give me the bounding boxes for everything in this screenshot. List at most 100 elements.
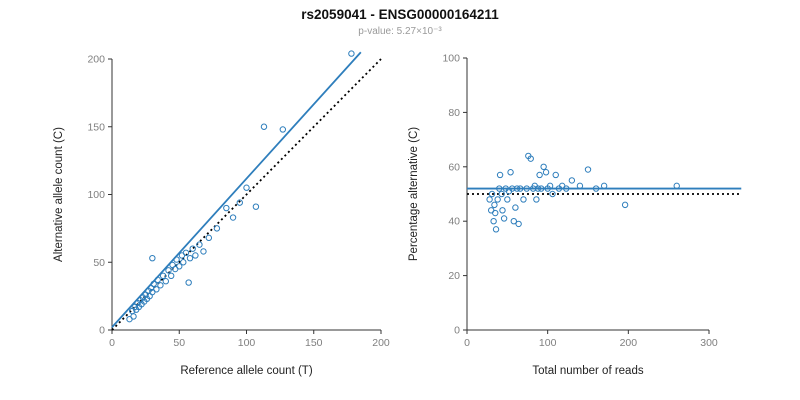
data-point <box>513 185 521 192</box>
x-tick-label: 200 <box>620 337 638 349</box>
data-point <box>149 254 156 262</box>
data-point <box>584 166 592 173</box>
data-point <box>520 196 527 203</box>
y-tick-label: 60 <box>448 161 460 173</box>
data-point <box>504 196 511 203</box>
y-tick-label: 0 <box>99 325 105 337</box>
data-point <box>523 185 530 192</box>
data-point <box>552 171 559 179</box>
data-point <box>517 185 524 192</box>
data-point <box>538 185 545 192</box>
y-axis-label: Percentage alternative (C) <box>408 127 420 261</box>
data-point <box>150 280 157 288</box>
x-tick-label: 300 <box>700 337 718 349</box>
data-point <box>486 196 493 203</box>
data-point <box>213 225 221 232</box>
x-tick-label: 0 <box>109 337 115 349</box>
data-point <box>500 215 508 222</box>
data-point <box>192 252 199 259</box>
data-point <box>673 182 680 190</box>
data-point <box>527 155 534 162</box>
data-point <box>496 185 503 192</box>
data-point <box>549 190 556 198</box>
data-point <box>236 199 243 206</box>
data-point <box>534 185 542 192</box>
data-point <box>512 204 519 211</box>
data-point <box>491 201 498 209</box>
data-point <box>498 190 505 198</box>
data-point <box>496 171 504 179</box>
y-tick-label: 100 <box>442 53 460 65</box>
x-tick-label: 100 <box>539 337 557 349</box>
data-point <box>507 169 514 176</box>
x-axis-label: Total number of reads <box>532 365 643 377</box>
data-point <box>157 282 164 289</box>
y-tick-label: 80 <box>448 107 460 119</box>
data-point <box>515 220 522 228</box>
y-tick-label: 20 <box>448 270 460 282</box>
data-point <box>196 241 203 248</box>
data-point <box>536 171 543 179</box>
data-point <box>533 196 540 203</box>
data-point <box>173 256 180 263</box>
data-point <box>540 163 547 171</box>
data-point <box>205 234 213 242</box>
data-point <box>162 278 170 285</box>
identity-line <box>111 58 382 331</box>
data-point <box>600 182 608 190</box>
data-point <box>490 218 497 225</box>
data-point <box>488 190 496 198</box>
data-point <box>165 267 172 274</box>
left-scatter-plot: 0 50 100 150 200 0 50 100 150 200 Reference allele… <box>53 50 390 377</box>
data-point <box>576 182 584 190</box>
y-tick-label: 100 <box>87 189 105 201</box>
x-tick-label: 100 <box>238 337 256 349</box>
data-point <box>279 126 287 133</box>
y-tick-label: 200 <box>87 54 105 66</box>
data-point <box>499 207 506 214</box>
data-point <box>154 276 161 284</box>
data-point <box>243 184 250 191</box>
data-point <box>563 185 570 192</box>
data-point <box>185 279 192 286</box>
data-point <box>546 182 554 190</box>
data-point <box>159 272 167 279</box>
data-point <box>510 218 517 225</box>
data-point <box>260 123 268 130</box>
y-tick-label: 50 <box>93 257 105 269</box>
data-point <box>508 185 516 192</box>
y-tick-label: 40 <box>448 216 460 228</box>
data-point <box>130 313 137 320</box>
data-point <box>189 245 196 252</box>
data-point <box>492 226 500 233</box>
data-point <box>200 248 207 255</box>
figure-title: rs2059041 - ENSG00000164211 <box>301 7 499 22</box>
x-tick-label: 200 <box>372 337 390 349</box>
data-point <box>180 259 187 266</box>
data-point <box>229 214 237 221</box>
data-point <box>167 272 175 279</box>
y-tick-label: 150 <box>87 121 105 133</box>
y-tick-label: 0 <box>454 325 460 337</box>
data-point <box>592 185 600 192</box>
data-point <box>153 286 160 293</box>
figure-subtitle: p-value: 5.27×10⁻³ <box>358 26 442 37</box>
right-scatter-plot: 0 100 200 300 0 20 40 60 80 100 Total number of re… <box>408 53 742 377</box>
data-point <box>542 169 550 176</box>
data-point <box>223 204 230 212</box>
data-point <box>492 209 499 217</box>
data-point <box>348 50 355 57</box>
data-point <box>186 254 194 262</box>
x-tick-label: 0 <box>464 337 470 349</box>
x-axis-label: Reference allele count (T) <box>180 365 312 377</box>
data-point <box>252 203 260 210</box>
data-point <box>182 249 190 256</box>
data-point <box>621 201 629 209</box>
data-point <box>494 196 501 203</box>
data-point <box>176 263 183 270</box>
x-tick-label: 50 <box>173 337 185 349</box>
y-axis-label: Alternative allele count (C) <box>53 127 65 262</box>
x-tick-label: 150 <box>305 337 323 349</box>
